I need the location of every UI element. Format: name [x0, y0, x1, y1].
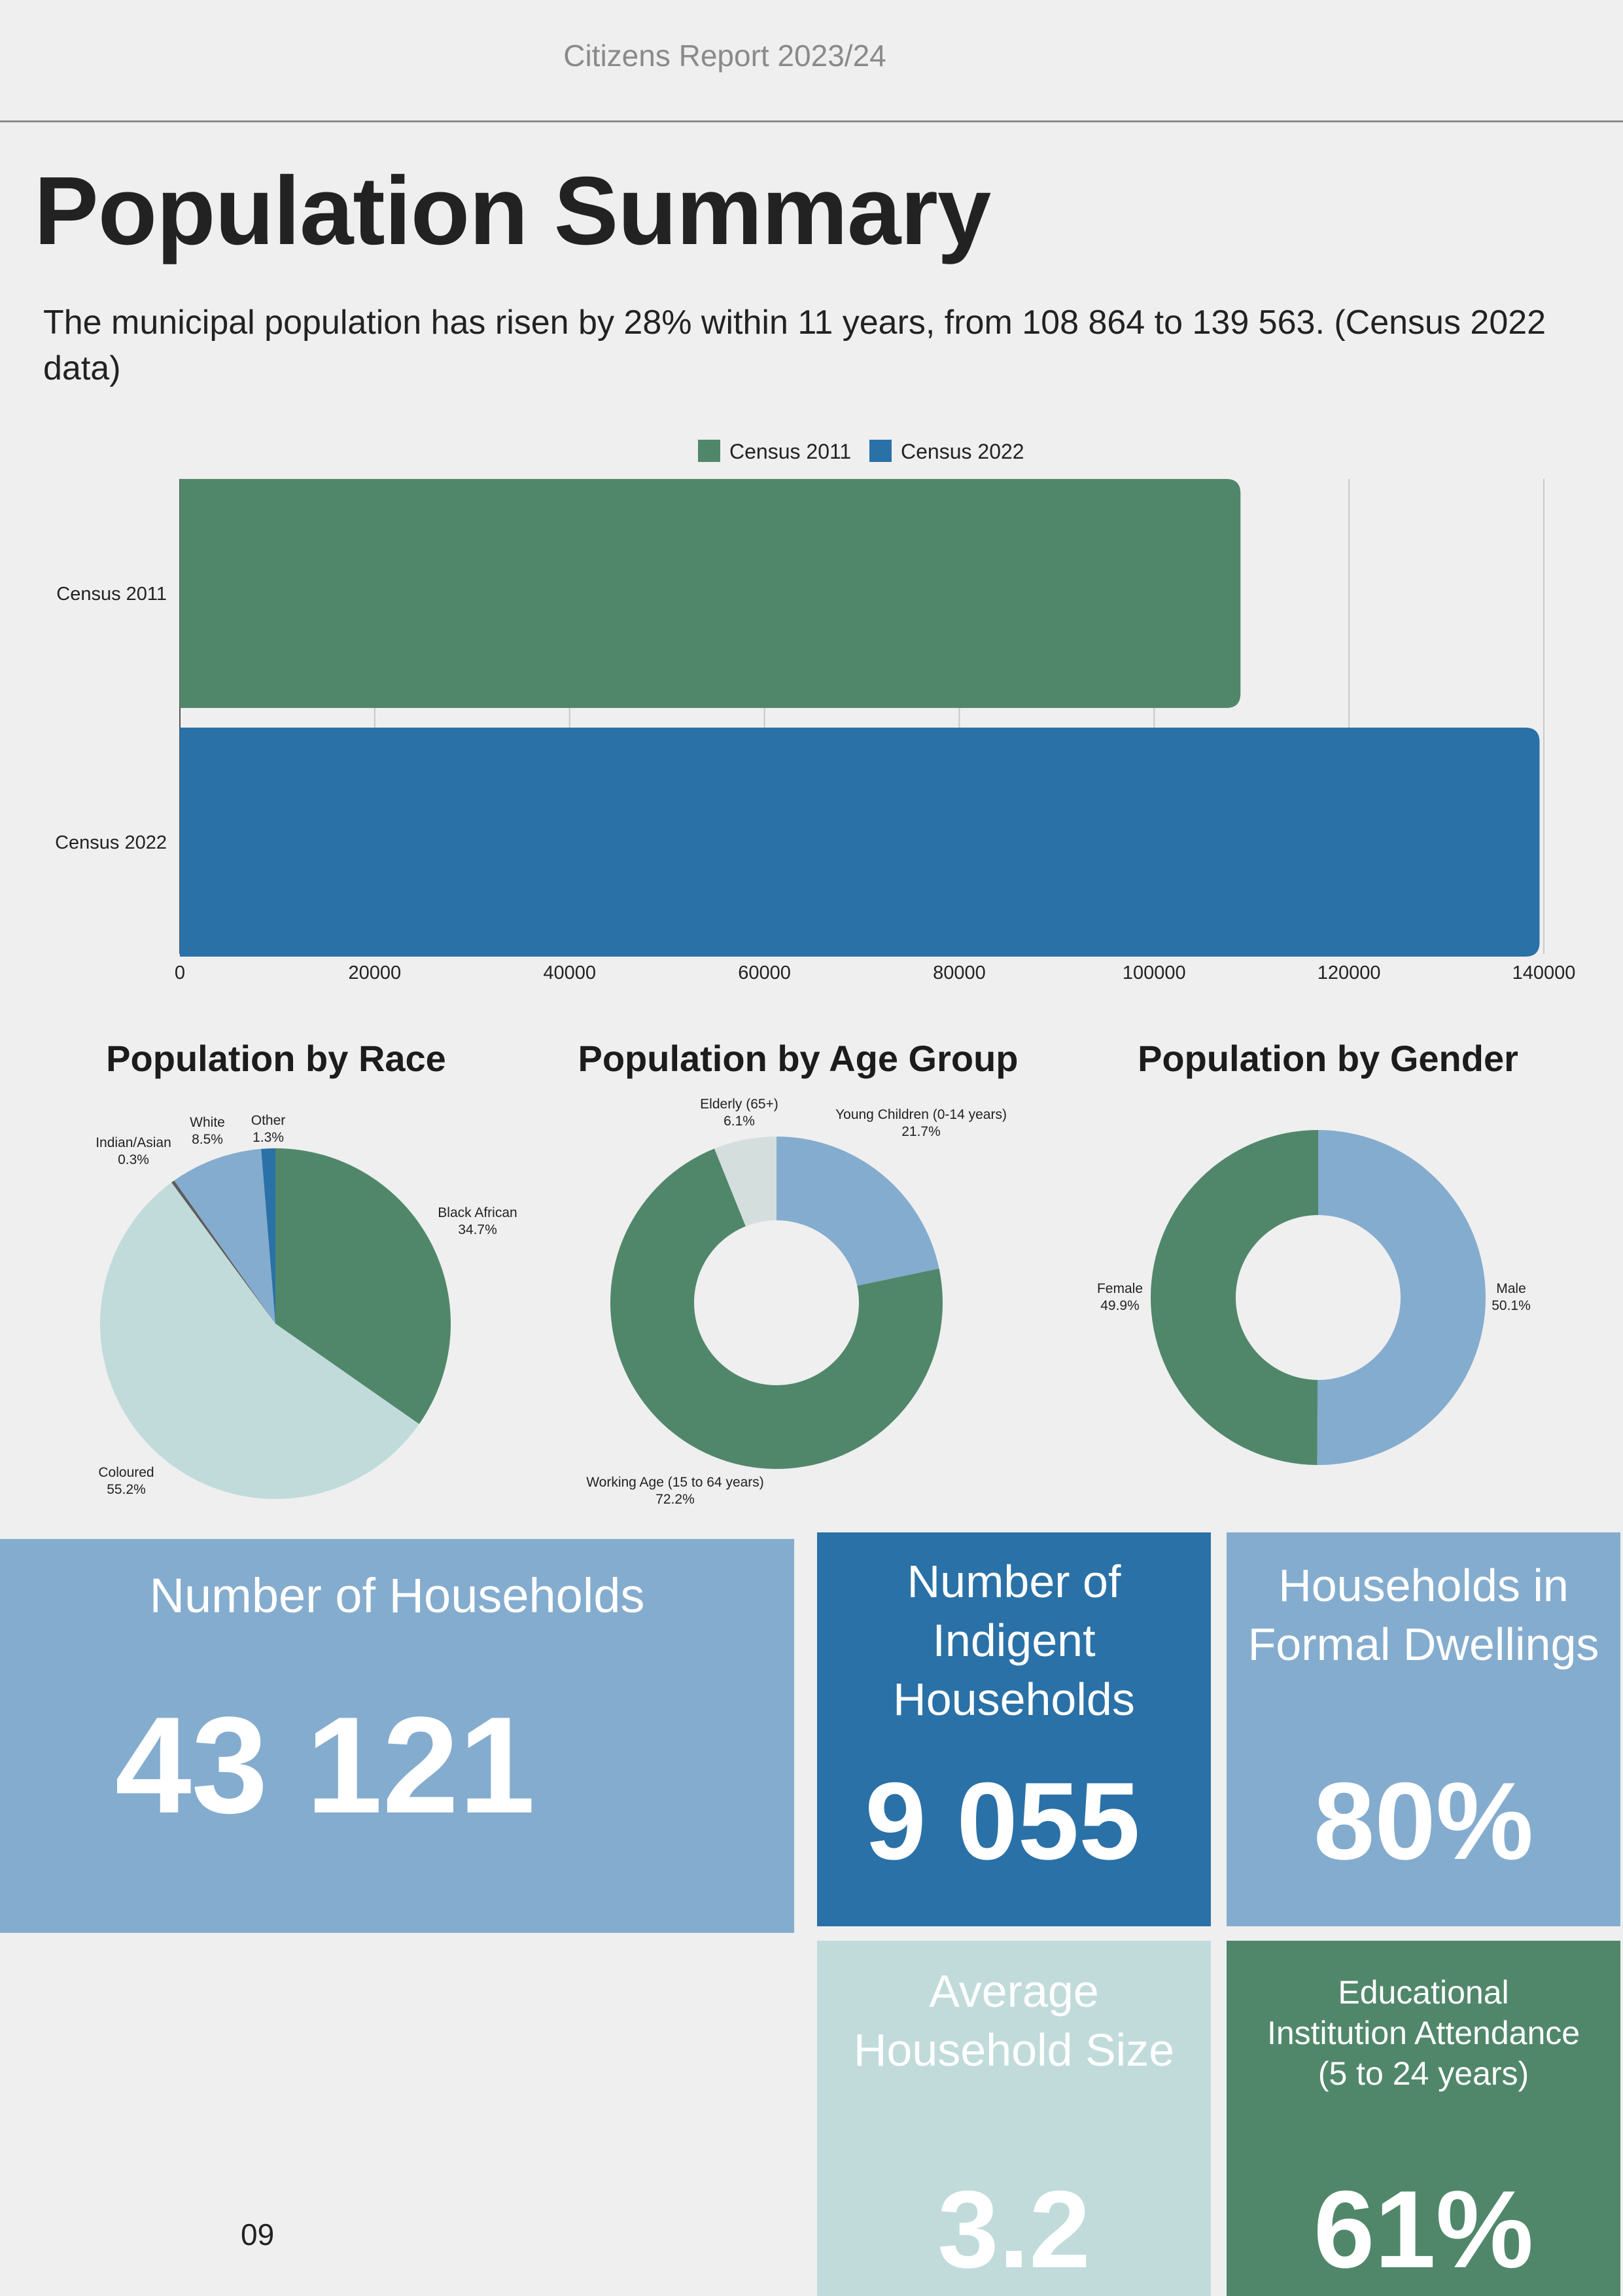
- legend-label: Census 2011: [729, 440, 851, 463]
- slice-other: [261, 1148, 275, 1324]
- age-chart-title: Population by Age Group: [578, 1038, 1019, 1079]
- slice-value-label: 50.1%: [1492, 1298, 1531, 1313]
- indigent-households-label: Number of Indigent Households: [893, 1556, 1135, 1725]
- race-chart-title: Population by Race: [106, 1038, 446, 1079]
- slice-value-label: 8.5%: [192, 1132, 223, 1147]
- slice-name-label: Male: [1496, 1281, 1526, 1296]
- households-value: 43 121: [114, 1688, 536, 1842]
- slice-value-label: 0.3%: [118, 1152, 149, 1167]
- page-title: Population Summary: [34, 157, 991, 265]
- households-label: Number of Households: [149, 1568, 645, 1623]
- bar-census-2011: [180, 479, 1241, 708]
- indigent-households-value: 9 055: [865, 1759, 1140, 1882]
- legend-swatch: [698, 440, 720, 462]
- bar-census-2022: [180, 728, 1540, 957]
- y-tick-label: Census 2022: [55, 832, 167, 853]
- x-tick-label: 40000: [543, 963, 596, 983]
- x-tick-label: 20000: [349, 963, 402, 983]
- education-attendance-tile: Educational Institution Attendance (5 to…: [1227, 1941, 1620, 2296]
- slice-name-label: Female: [1097, 1281, 1143, 1296]
- slice-name-label: Coloured: [98, 1465, 154, 1480]
- slice-value-label: 49.9%: [1100, 1298, 1140, 1313]
- formal-dwellings-label: Households in Formal Dwellings: [1248, 1560, 1599, 1670]
- slice-elderly-65: [714, 1137, 777, 1227]
- slice-working-age-15-to-64-years: [610, 1148, 943, 1469]
- report-header-title: Citizens Report 2023/24: [563, 39, 886, 73]
- household-size-tile: Average Household Size 3.2: [817, 1941, 1211, 2296]
- slice-indian-asian: [171, 1180, 275, 1324]
- slice-name-label: Black African: [438, 1205, 517, 1220]
- slice-value-label: 55.2%: [107, 1482, 146, 1497]
- slice-value-label: 1.3%: [253, 1130, 284, 1145]
- legend-label: Census 2022: [901, 440, 1024, 463]
- slice-young-children-0-14-years: [777, 1137, 939, 1286]
- y-tick-label: Census 2011: [56, 584, 167, 605]
- census-bar-chart: 0 20000 40000 60000 80000 100000 120000 140000 …: [55, 440, 1576, 983]
- slice-name-label: Elderly (65+): [700, 1097, 778, 1112]
- header-divider: [0, 120, 1623, 122]
- population-pie-charts: Black African 34.7% Coloured 55.2% Indian/As…: [96, 1097, 1531, 1507]
- legend-swatch: [869, 440, 892, 462]
- slice-female: [1151, 1130, 1318, 1465]
- x-tick-label: 0: [175, 963, 185, 983]
- slice-name-label: White: [190, 1115, 225, 1130]
- slice-name-label: Working Age (15 to 64 years): [586, 1475, 764, 1490]
- education-attendance-value: 61%: [1313, 2168, 1534, 2291]
- slice-coloured: [99, 1182, 419, 1499]
- slice-name-label: Indian/Asian: [96, 1135, 171, 1150]
- x-tick-label: 80000: [933, 963, 986, 983]
- x-tick-label: 100000: [1123, 963, 1186, 983]
- slice-name-label: Young Children (0-14 years): [835, 1107, 1007, 1122]
- slice-black-african: [275, 1148, 451, 1424]
- slice-value-label: 6.1%: [724, 1114, 755, 1129]
- slice-name-label: Other: [251, 1113, 286, 1128]
- slice-male: [1317, 1130, 1486, 1465]
- gender-chart-title: Population by Gender: [1138, 1038, 1518, 1079]
- formal-dwellings-tile: Households in Formal Dwellings 80%: [1227, 1532, 1620, 1926]
- page-number: 09: [241, 2217, 275, 2252]
- x-tick-label: 60000: [738, 963, 791, 983]
- household-size-label: Average Household Size: [853, 1966, 1175, 2075]
- households-tile: Number of Households 43 121: [0, 1539, 794, 1933]
- slice-value-label: 34.7%: [458, 1222, 497, 1237]
- slice-value-label: 72.2%: [655, 1492, 695, 1507]
- x-tick-label: 140000: [1512, 963, 1576, 983]
- slice-white: [174, 1148, 275, 1324]
- education-attendance-label: Educational Institution Attendance (5 to…: [1266, 1974, 1580, 2092]
- x-tick-label: 120000: [1318, 963, 1381, 983]
- household-size-value: 3.2: [937, 2168, 1091, 2291]
- intro-paragraph: The municipal population has risen by 28…: [43, 304, 1546, 387]
- formal-dwellings-value: 80%: [1313, 1759, 1534, 1882]
- slice-value-label: 21.7%: [901, 1124, 941, 1139]
- indigent-households-tile: Number of Indigent Households 9 055: [817, 1532, 1211, 1926]
